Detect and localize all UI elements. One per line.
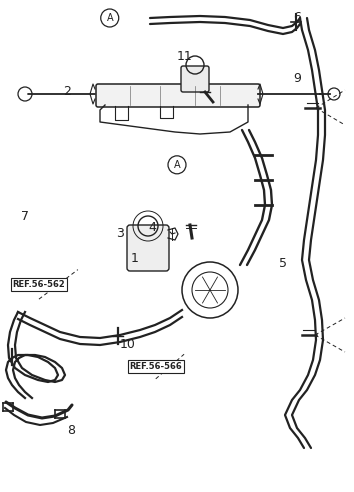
Text: 9: 9: [293, 72, 301, 85]
FancyBboxPatch shape: [127, 225, 169, 271]
Text: A: A: [174, 160, 180, 170]
Text: 1: 1: [131, 252, 138, 265]
Text: REF.56-566: REF.56-566: [129, 362, 182, 371]
FancyBboxPatch shape: [181, 66, 209, 92]
Text: 4: 4: [148, 221, 156, 234]
Text: 5: 5: [279, 257, 287, 270]
Text: 3: 3: [116, 227, 124, 240]
Text: A: A: [107, 13, 113, 23]
FancyBboxPatch shape: [96, 84, 260, 107]
Text: 7: 7: [21, 210, 29, 223]
Text: 2: 2: [63, 85, 71, 97]
Text: REF.56-562: REF.56-562: [12, 280, 65, 289]
Text: 11: 11: [176, 50, 192, 63]
Text: 10: 10: [120, 338, 135, 351]
Text: 8: 8: [67, 424, 75, 437]
Text: 6: 6: [293, 11, 301, 24]
